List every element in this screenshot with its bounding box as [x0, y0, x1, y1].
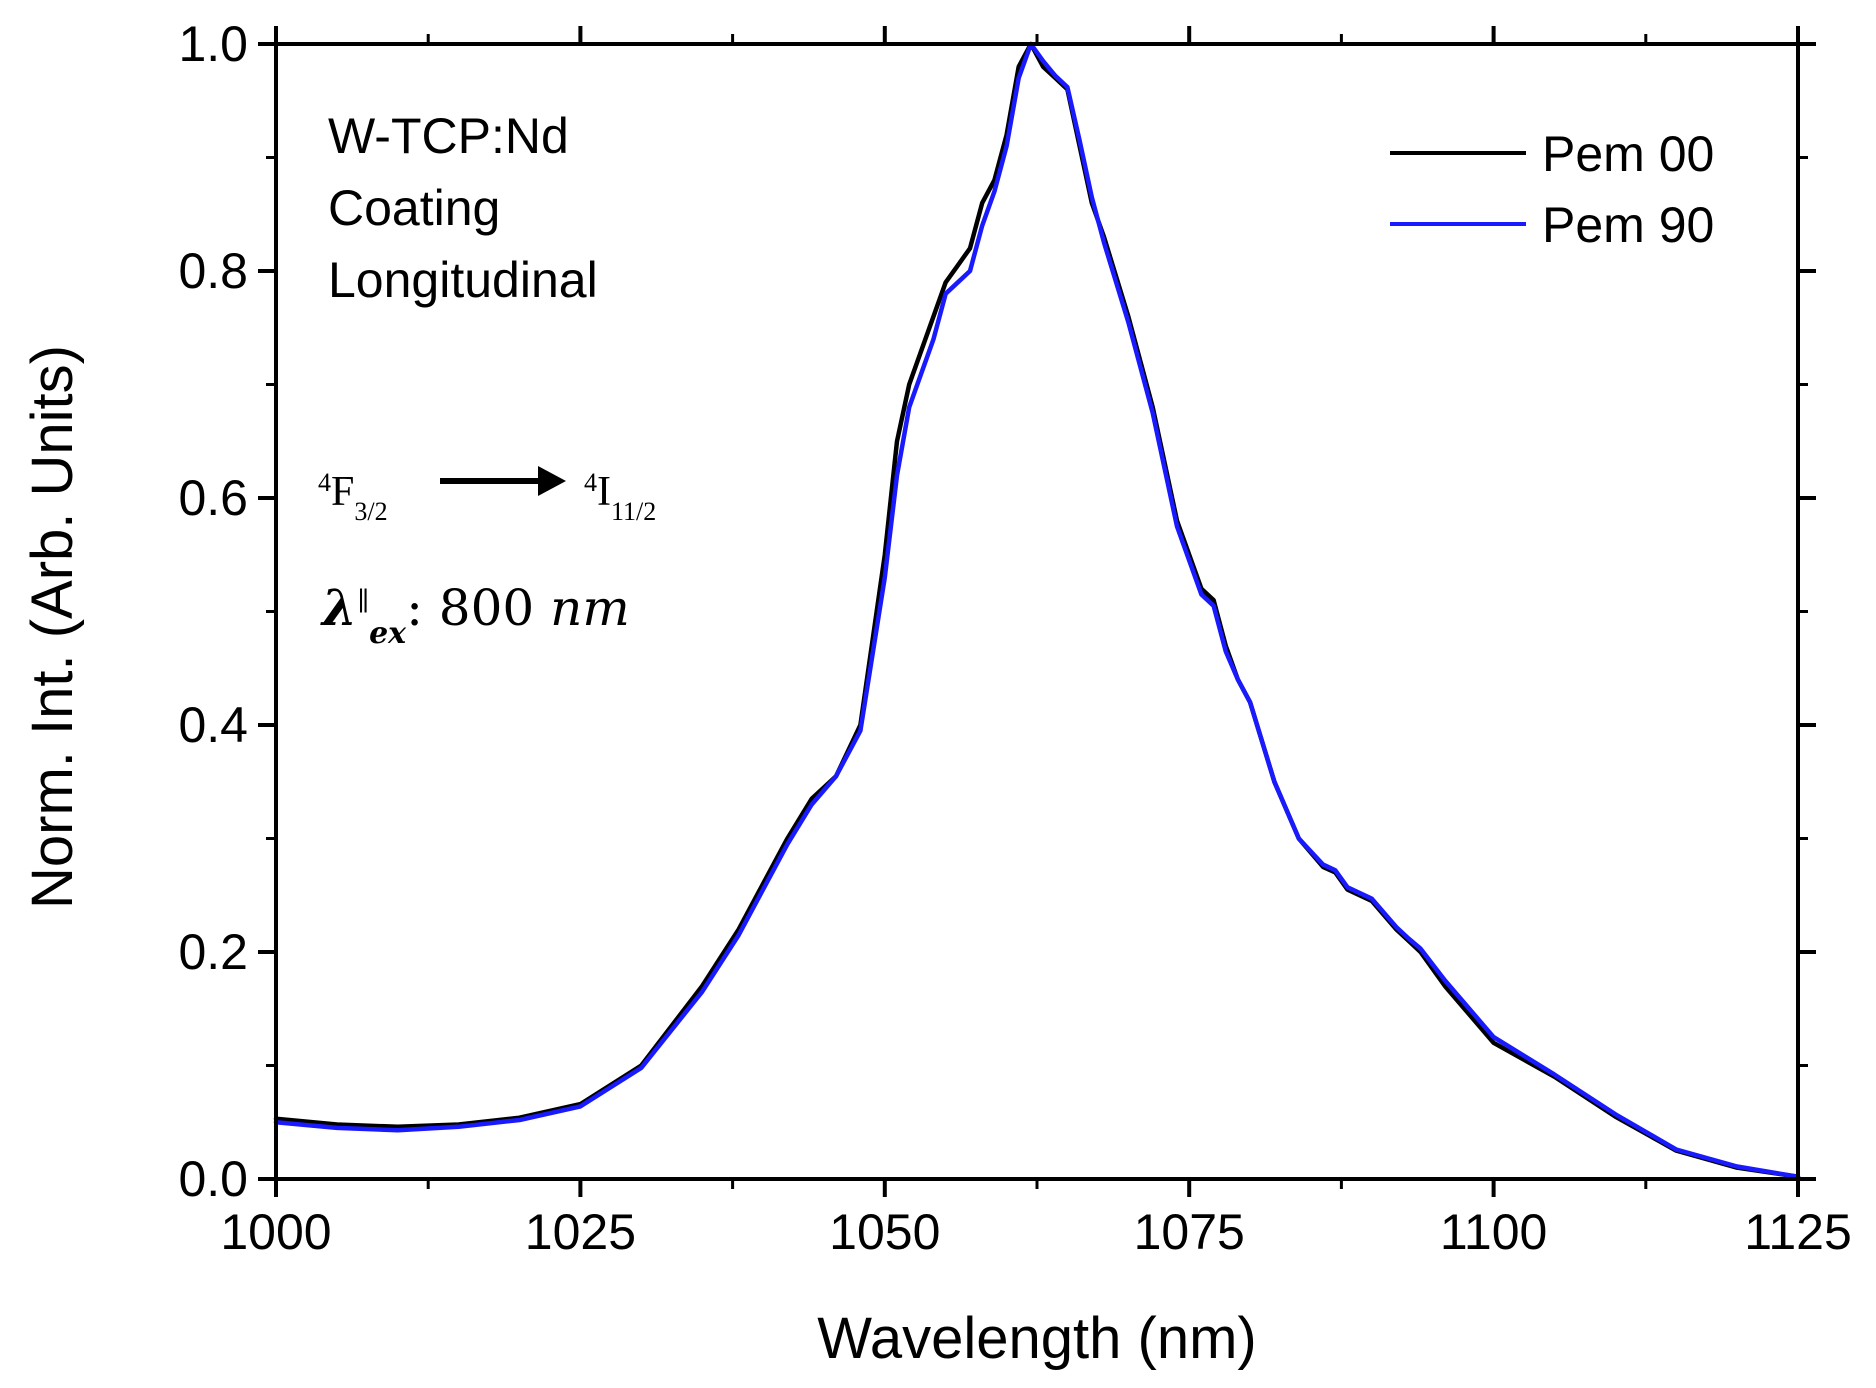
- excitation-unit: nm: [550, 579, 630, 637]
- x-tick-label: 1025: [525, 1204, 636, 1260]
- x-tick-label: 1000: [220, 1204, 331, 1260]
- x-tick-label: 1050: [829, 1204, 940, 1260]
- excitation-label: λ∥ex: 800 nm: [320, 578, 630, 651]
- svg-text:λ∥ex: 800 nm: λ∥ex: 800 nm: [320, 578, 630, 651]
- y-tick-label: 0.0: [178, 1151, 248, 1207]
- x-axis-title: Wavelength (nm): [817, 1306, 1256, 1371]
- transition-to-sub: 11/2: [611, 497, 656, 526]
- annotation-direction: Longitudinal: [328, 252, 598, 308]
- transition-from: F: [331, 469, 354, 515]
- transition-from-sub: 3/2: [354, 497, 387, 526]
- y-tick-label: 1.0: [178, 16, 248, 72]
- transition-from-sup: 4: [318, 468, 331, 497]
- y-axis-title: Norm. Int. (Arb. Units): [20, 345, 85, 909]
- transition-label: 4F3/2 4I11/2: [318, 466, 656, 526]
- excitation-symbol: λ: [320, 578, 357, 637]
- legend: Pem 00 Pem 90: [1390, 126, 1714, 253]
- x-tick-label: 1075: [1134, 1204, 1245, 1260]
- transition-to-sup: 4: [584, 468, 597, 497]
- y-tick-label: 0.6: [178, 470, 248, 526]
- legend-label-pem-00: Pem 00: [1542, 126, 1714, 182]
- y-tick-label: 0.4: [178, 697, 248, 753]
- excitation-sup: ∥: [357, 587, 369, 617]
- excitation-sub: ex: [369, 616, 407, 651]
- y-tick-label: 0.8: [178, 243, 248, 299]
- plot-frame: [274, 42, 1800, 1181]
- svg-text:4F3/2: 4F3/2: [318, 468, 388, 526]
- legend-label-pem-90: Pem 90: [1542, 197, 1714, 253]
- y-tick-label: 0.2: [178, 924, 248, 980]
- tick-labels: 1000 1025 1050 1075 1100 1125 0.0 0.2 0.4 0.6 0.8 1…: [178, 16, 1851, 1260]
- svg-text:4I11/2: 4I11/2: [584, 468, 656, 526]
- arrow-head-icon: [538, 466, 566, 496]
- x-tick-label: 1125: [1744, 1204, 1852, 1260]
- transition-to: I: [597, 469, 611, 515]
- annotation-coating: Coating: [328, 180, 500, 236]
- series-line-pem-90: [273, 41, 1801, 1179]
- annotation-material: W-TCP:Nd: [328, 108, 569, 164]
- series-lines: [273, 41, 1801, 1179]
- x-tick-label: 1100: [1440, 1204, 1548, 1260]
- excitation-value: : 800: [406, 579, 550, 637]
